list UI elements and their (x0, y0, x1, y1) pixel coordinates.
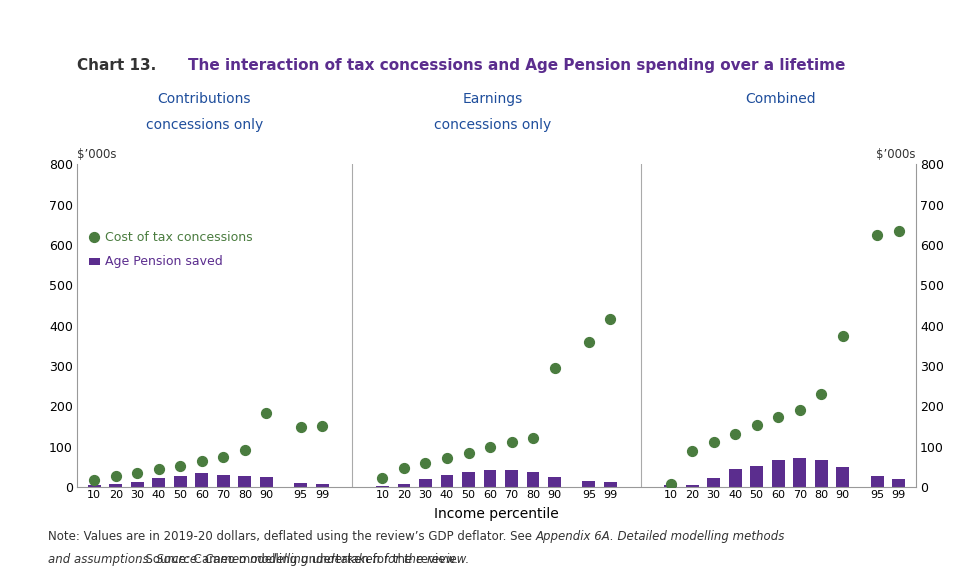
Point (194, 456, 209, 465)
Point (87, 475, 102, 485)
Bar (109, 484, 122, 487)
Text: Combined: Combined (745, 92, 816, 106)
Bar (892, 479, 905, 487)
Point (770, 412, 786, 421)
Point (814, 390, 829, 399)
Text: Age Pension saved: Age Pension saved (105, 255, 223, 268)
Bar (582, 481, 596, 487)
Bar (238, 476, 252, 487)
Bar (419, 479, 432, 487)
Point (728, 429, 743, 438)
Point (375, 474, 390, 483)
Text: concessions only: concessions only (434, 118, 551, 132)
Point (547, 363, 562, 373)
Point (602, 314, 618, 323)
Text: Note: Values are in 2019-20 dollars, deflated using the review’s GDP deflator. S: Note: Values are in 2019-20 dollars, def… (48, 530, 536, 543)
Text: Contributions: Contributions (157, 92, 251, 106)
Bar (604, 483, 617, 487)
Bar (729, 469, 741, 487)
Point (891, 226, 906, 235)
Point (525, 433, 541, 443)
Point (706, 437, 721, 447)
Text: Earnings: Earnings (462, 92, 522, 106)
Bar (526, 472, 540, 487)
Text: Appendix 6A. Detailed modelling methods: Appendix 6A. Detailed modelling methods (536, 530, 786, 543)
Point (237, 446, 253, 455)
Bar (750, 466, 763, 487)
Bar (836, 467, 849, 487)
Bar (772, 460, 785, 487)
Text: and assumptions. Source: Cameo modelling undertaken for the review.: and assumptions. Source: Cameo modelling… (48, 554, 469, 566)
Point (173, 461, 188, 471)
Bar (131, 483, 144, 487)
Point (504, 437, 520, 447)
Bar (260, 477, 273, 487)
Point (87, 232, 102, 242)
Bar (462, 472, 475, 487)
Bar (316, 484, 329, 487)
Point (293, 423, 308, 432)
Point (440, 453, 455, 463)
Point (216, 452, 231, 461)
Bar (549, 477, 561, 487)
Point (258, 408, 274, 417)
Point (314, 421, 330, 431)
Point (870, 230, 885, 239)
X-axis label: Income percentile: Income percentile (434, 507, 559, 521)
Point (684, 446, 700, 456)
Point (482, 442, 497, 451)
Bar (397, 484, 411, 487)
Bar (708, 478, 720, 487)
Point (581, 337, 597, 346)
Bar (664, 485, 677, 487)
Point (792, 405, 808, 414)
Bar (793, 458, 806, 487)
Point (396, 463, 412, 473)
Bar (294, 483, 308, 487)
Bar (376, 486, 388, 487)
Point (835, 331, 850, 340)
Point (108, 471, 123, 481)
Bar (484, 470, 496, 487)
Text: The interaction of tax concessions and Age Pension spending over a lifetime: The interaction of tax concessions and A… (188, 58, 845, 73)
Bar (217, 475, 229, 487)
Point (749, 420, 764, 429)
Bar (685, 485, 699, 487)
Text: Chart 13.: Chart 13. (77, 58, 156, 73)
Bar (870, 476, 884, 487)
Point (129, 468, 145, 478)
Text: concessions only: concessions only (146, 118, 263, 132)
Text: $’000s: $’000s (77, 149, 117, 161)
Bar (441, 475, 453, 487)
Point (151, 464, 167, 474)
Bar (196, 473, 208, 487)
Bar (89, 258, 99, 265)
Text: $’000s: $’000s (876, 149, 916, 161)
Bar (88, 485, 101, 487)
Bar (174, 476, 187, 487)
Text: . Source: Cameo modelling undertaken for the review.: . Source: Cameo modelling undertaken for… (48, 554, 458, 566)
Bar (152, 478, 165, 487)
Point (417, 458, 433, 468)
Point (663, 479, 679, 488)
Bar (815, 460, 828, 487)
Point (461, 448, 476, 458)
Bar (505, 470, 518, 487)
Text: Cost of tax concessions: Cost of tax concessions (105, 231, 253, 244)
